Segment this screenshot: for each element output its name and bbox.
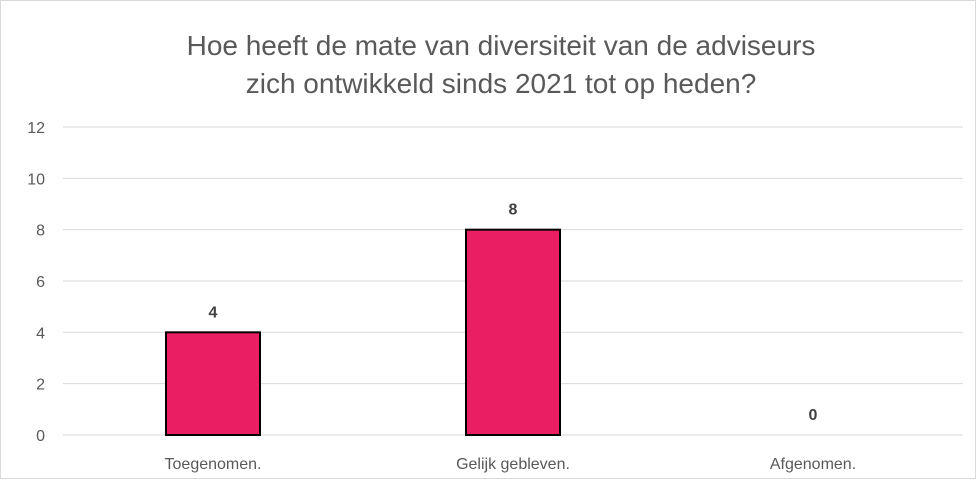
data-label-1: 4 xyxy=(209,304,218,321)
y-tick-label-10: 10 xyxy=(27,171,45,188)
y-tick-label-12: 12 xyxy=(27,120,45,137)
y-tick-label-4: 4 xyxy=(36,325,45,342)
y-tick-label-8: 8 xyxy=(36,223,45,240)
x-category-label-2: Gelijk gebleven. xyxy=(456,456,570,473)
y-tick-label-2: 2 xyxy=(36,377,45,394)
chart-title-line-2: zich ontwikkeld sinds 2021 tot op heden? xyxy=(245,68,757,99)
x-category-label-1: Toegenomen. xyxy=(165,456,262,473)
bar-1 xyxy=(165,331,261,437)
x-category-label-3: Afgenomen. xyxy=(770,456,856,473)
y-tick-label-0: 0 xyxy=(36,428,45,445)
bar-2 xyxy=(465,228,561,436)
y-tick-label-6: 6 xyxy=(36,274,45,291)
data-label-2: 8 xyxy=(509,202,518,219)
chart-title: Hoe heeft de mate van diversiteit van de… xyxy=(1,27,976,103)
chart-title-line-1: Hoe heeft de mate van diversiteit van de… xyxy=(186,30,816,61)
data-label-3: 0 xyxy=(809,407,818,424)
